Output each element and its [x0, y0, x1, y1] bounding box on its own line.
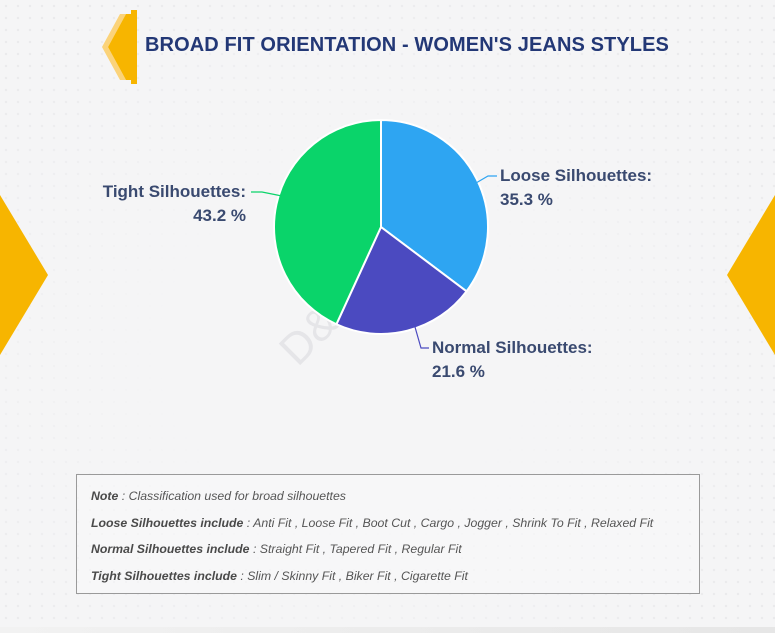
- slice-label: Loose Silhouettes:: [500, 166, 652, 185]
- slice-label: Tight Silhouettes:: [103, 182, 246, 201]
- pie-chart: Loose Silhouettes: 35.3 % Normal Silhouett…: [103, 118, 652, 381]
- note-line-label: Normal Silhouettes include: [91, 542, 250, 556]
- title-chevron-icon: [102, 10, 137, 84]
- pie-slice: [273, 118, 382, 326]
- note-heading: Note : Classification used for broad sil…: [91, 489, 699, 516]
- right-chevron-decoration: [727, 195, 775, 355]
- slice-value-label: 21.6 %: [432, 362, 485, 381]
- leader-line: [412, 319, 429, 349]
- note-heading-label: Note: [91, 489, 119, 503]
- leader-line: [475, 175, 497, 184]
- note-line-label: Tight Silhouettes include: [91, 568, 237, 583]
- left-chevron-decoration: [0, 195, 48, 355]
- bottom-band: [0, 627, 775, 633]
- slice-value-label: 43.2 %: [193, 206, 246, 225]
- slice-value-label: 35.3 %: [500, 190, 553, 209]
- note-box: Note : Classification used for broad sil…: [76, 474, 700, 594]
- note-line-text: : Anti Fit , Loose Fit , Boot Cut , Carg…: [243, 515, 654, 530]
- leader-line: [251, 191, 283, 197]
- note-line-loose: Loose Silhouettes include : Anti Fit , L…: [91, 516, 699, 543]
- note-line-text: : Slim / Skinny Fit , Biker Fit , Cigare…: [236, 568, 468, 583]
- slice-label: Normal Silhouettes:: [432, 338, 593, 357]
- note-line-label: Loose Silhouettes include: [91, 515, 244, 530]
- note-line-normal: Normal Silhouettes include : Straight Fi…: [91, 542, 699, 569]
- note-line-text: : Straight Fit , Tapered Fit , Regular F…: [249, 542, 462, 556]
- note-heading-text: : Classification used for broad silhouet…: [118, 489, 346, 503]
- note-line-tight: Tight Silhouettes include : Slim / Skinn…: [91, 569, 699, 596]
- pie-slice: [380, 118, 489, 293]
- page-title: BROAD FIT ORIENTATION - WOMEN'S JEANS ST…: [145, 34, 669, 56]
